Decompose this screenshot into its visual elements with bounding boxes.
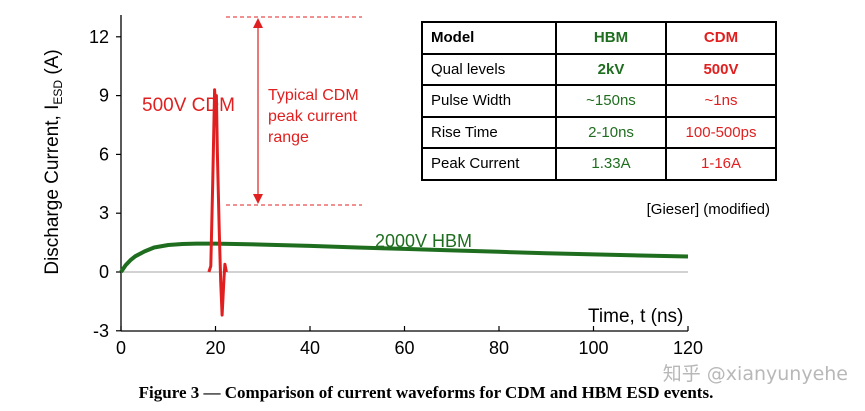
table-cell: 100-500ps <box>665 115 777 149</box>
table-cell: 500V <box>665 52 777 86</box>
table-cell: ~150ns <box>555 84 667 118</box>
figure-caption: Figure 3 — Comparison of current wavefor… <box>139 383 714 402</box>
table-cell: 1.33A <box>555 147 667 181</box>
x-tick-label: 120 <box>673 338 703 358</box>
x-tick-label: 0 <box>116 338 126 358</box>
esd-spec-table: Model HBM CDM Qual levels 2kV 500V Pulse… <box>421 21 777 181</box>
cdm-series-line <box>207 88 228 317</box>
x-tick-label: 80 <box>489 338 509 358</box>
watermark-text: 知乎 @xianyunyehe <box>663 363 848 385</box>
y-tick-label: 0 <box>99 262 109 282</box>
table-row: Peak Current 1.33A 1-16A <box>421 147 777 181</box>
x-tick-label: 100 <box>578 338 608 358</box>
table-cell: HBM <box>555 21 667 55</box>
table-row: Model HBM CDM <box>421 21 777 55</box>
y-tick-label: 3 <box>99 203 109 223</box>
y-tick-label: 12 <box>89 27 109 47</box>
table-cell: Qual levels <box>421 52 557 86</box>
table-cell: Model <box>421 21 557 55</box>
table-cell: Peak Current <box>421 147 557 181</box>
table-source-note: [Gieser] (modified) <box>647 201 770 218</box>
range-label-line2: peak current <box>268 108 357 125</box>
table-cell: 2-10ns <box>555 115 667 149</box>
table-row: Pulse Width ~150ns ~1ns <box>421 84 777 118</box>
y-tick-label: 6 <box>99 144 109 164</box>
range-arrow-head-up <box>253 18 263 28</box>
table-row: Rise Time 2-10ns 100-500ps <box>421 115 777 149</box>
table-row: Qual levels 2kV 500V <box>421 52 777 86</box>
range-label-line3: range <box>268 129 309 146</box>
table-cell: 2kV <box>555 52 667 86</box>
x-tick-group: 0 20 40 60 80 100 120 <box>116 326 703 358</box>
y-tick-label: 9 <box>99 86 109 106</box>
hbm-series-line <box>119 241 689 274</box>
y-tick-label: -3 <box>93 321 109 341</box>
table-cell: CDM <box>665 21 777 55</box>
table-cell: Rise Time <box>421 115 557 149</box>
x-tick-label: 40 <box>300 338 320 358</box>
x-axis-title: Time, t (ns) <box>588 306 683 327</box>
table-cell: 1-16A <box>665 147 777 181</box>
table-cell: ~1ns <box>665 84 777 118</box>
range-arrow-head-down <box>253 194 263 204</box>
hbm-series-label: 2000V HBM <box>375 231 472 251</box>
x-tick-label: 20 <box>205 338 225 358</box>
y-axis-title: Discharge Current, IESD (A) <box>42 49 65 274</box>
table-cell: Pulse Width <box>421 84 557 118</box>
range-label-line1: Typical CDM <box>268 87 359 104</box>
y-tick-group: -303691215 <box>89 27 121 341</box>
cdm-series-label: 500V CDM <box>142 95 235 116</box>
x-tick-label: 60 <box>394 338 414 358</box>
